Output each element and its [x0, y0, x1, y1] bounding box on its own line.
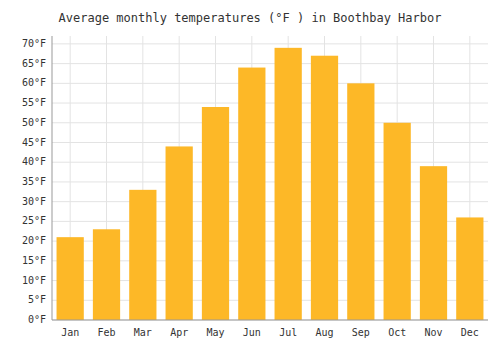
bar [275, 48, 302, 320]
x-tick-label: Nov [424, 327, 442, 338]
y-grid-line [52, 103, 488, 104]
y-tick-label: 0°F [28, 314, 46, 325]
bar [456, 217, 483, 320]
x-tick-label: Apr [170, 327, 188, 338]
x-tick-label: Mar [134, 327, 152, 338]
x-tick-label: Sep [352, 327, 370, 338]
y-tick-label: 40°F [22, 156, 46, 167]
y-tick-label: 55°F [22, 97, 46, 108]
y-tick-label: 10°F [22, 275, 46, 286]
bar [238, 68, 265, 320]
grid [52, 36, 488, 320]
y-tick-label: 50°F [22, 117, 46, 128]
y-tick-label: 45°F [22, 137, 46, 148]
y-tick-label: 35°F [22, 176, 46, 187]
y-tick-label: 25°F [22, 215, 46, 226]
y-tick-label: 15°F [22, 255, 46, 266]
y-grid-line [52, 142, 488, 143]
bar [384, 123, 411, 320]
bar [311, 56, 338, 320]
bar [420, 166, 447, 320]
title: Average monthly temperatures (°F ) in Bo… [59, 11, 442, 25]
y-tick-label: 30°F [22, 196, 46, 207]
x-tick-label: Jan [61, 327, 79, 338]
y-grid-line [52, 83, 488, 84]
x-tick-label: Dec [461, 327, 479, 338]
chart-container: 0°F 5°F 10°F 15°F 20°F 25°F 30°F 35°F 40°F 45°F 50… [0, 0, 500, 350]
y-tick-label: 20°F [22, 235, 46, 246]
x-tick-label: Jun [243, 327, 261, 338]
x-tick-label: Aug [315, 327, 333, 338]
bar [166, 146, 193, 320]
y-tick-label: 5°F [28, 294, 46, 305]
y-grid-line [52, 63, 488, 64]
y-grid-line [52, 320, 488, 321]
y-tick-label: 70°F [22, 38, 46, 49]
y-grid-line [52, 43, 488, 44]
y-axis-line [52, 36, 53, 320]
bar [129, 190, 156, 320]
x-tick-label: Feb [97, 327, 115, 338]
bar [57, 237, 84, 320]
y-grid-line [52, 122, 488, 123]
x-tick-label: Oct [388, 327, 406, 338]
y-tick-label: 65°F [22, 58, 46, 69]
chart-svg: 0°F 5°F 10°F 15°F 20°F 25°F 30°F 35°F 40°F 45°F 50… [0, 0, 500, 350]
bar [202, 107, 229, 320]
bar [93, 229, 120, 320]
x-tick-label: Jul [279, 327, 297, 338]
y-grid-line [52, 162, 488, 163]
axes: 0°F 5°F 10°F 15°F 20°F 25°F 30°F 35°F 40°F 45°F 50… [22, 36, 488, 338]
bars [57, 48, 484, 320]
x-axis-line [52, 320, 488, 321]
y-tick-label: 60°F [22, 77, 46, 88]
bar [347, 83, 374, 320]
x-tick-label: May [206, 327, 224, 338]
